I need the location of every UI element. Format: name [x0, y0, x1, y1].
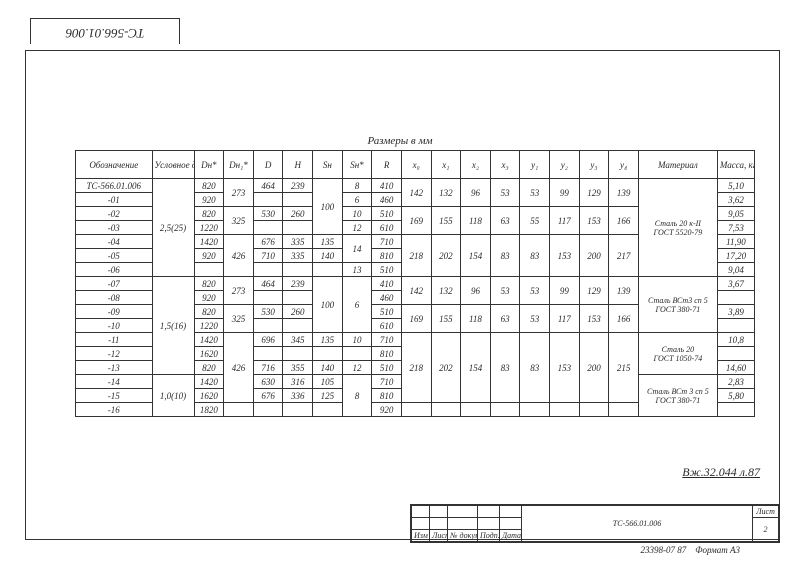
col-header: x₁ — [431, 151, 461, 179]
title-block: ТС-566.01.006 Лист 2 Изм Лист № докум. П… — [410, 504, 780, 543]
col-header: Условное давление Py, кгс/см² — [152, 151, 194, 179]
col-header: R — [372, 151, 402, 179]
col-header: y₃ — [579, 151, 609, 179]
col-header: Sн* — [342, 151, 372, 179]
col-header: Масса, кг — [717, 151, 754, 179]
table-caption: Размеры в мм — [368, 135, 433, 147]
col-header: Обозначение — [76, 151, 153, 179]
table-row: ТС-566.01.0062,5(25)82027346423910084101… — [76, 179, 755, 193]
col-header: x₀ — [401, 151, 431, 179]
col-header: Dн₁* — [224, 151, 254, 179]
table-row: -071,5(16)820273464239100641014213296535… — [76, 277, 755, 291]
col-header: x₂ — [461, 151, 491, 179]
sheet-number: 2 — [753, 518, 779, 542]
col-header: Dн* — [194, 151, 224, 179]
col-header: y₄ — [609, 151, 639, 179]
col-header: y₂ — [550, 151, 580, 179]
col-header: D — [253, 151, 283, 179]
col-header: Материал — [638, 151, 717, 179]
col-header: y₁ — [520, 151, 550, 179]
col-header: Sн — [313, 151, 343, 179]
col-header: x₃ — [490, 151, 520, 179]
sheet-label: Лист — [753, 506, 779, 518]
footer: 23398-07 87 Формат A3 — [640, 545, 740, 555]
sheet-reference: Вж.32.044 л.87 — [682, 465, 760, 480]
rotated-doc-number: ТС-566.01.006 — [30, 18, 180, 44]
titleblock-docnum: ТС-566.01.006 — [522, 506, 753, 542]
dimensions-table: ОбозначениеУсловное давление Py, кгс/см²… — [75, 150, 755, 417]
col-header: H — [283, 151, 313, 179]
